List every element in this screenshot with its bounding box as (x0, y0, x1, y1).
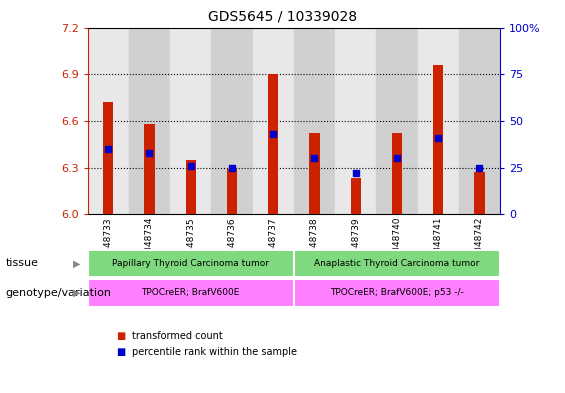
Bar (418, 28, 459, 214)
Bar (88, 250, 294, 277)
Text: ■: ■ (116, 347, 125, 357)
Bar (392, 133, 402, 214)
Text: ▶: ▶ (73, 288, 81, 298)
Bar (459, 28, 500, 214)
Bar (309, 133, 320, 214)
Text: Anaplastic Thyroid Carcinoma tumor: Anaplastic Thyroid Carcinoma tumor (314, 259, 480, 268)
Bar (294, 28, 335, 214)
Text: GDS5645 / 10339028: GDS5645 / 10339028 (208, 10, 357, 24)
Bar (227, 169, 237, 214)
Text: TPOCreER; BrafV600E; p53 -/-: TPOCreER; BrafV600E; p53 -/- (330, 288, 464, 297)
Bar (253, 28, 294, 214)
Bar (103, 102, 114, 214)
Bar (88, 28, 129, 214)
Text: genotype/variation: genotype/variation (6, 288, 112, 298)
Text: Papillary Thyroid Carcinoma tumor: Papillary Thyroid Carcinoma tumor (112, 259, 269, 268)
Bar (294, 279, 500, 307)
Text: ▶: ▶ (73, 258, 81, 268)
Bar (335, 28, 376, 214)
Bar (88, 279, 294, 307)
Bar (474, 172, 485, 214)
Text: percentile rank within the sample: percentile rank within the sample (132, 347, 297, 357)
Bar (144, 124, 155, 214)
Bar (350, 178, 361, 214)
Bar (129, 28, 170, 214)
Bar (211, 28, 253, 214)
Bar (433, 65, 444, 214)
Bar (268, 74, 279, 214)
Bar (170, 28, 211, 214)
Bar (185, 160, 196, 214)
Text: ■: ■ (116, 331, 125, 341)
Text: TPOCreER; BrafV600E: TPOCreER; BrafV600E (141, 288, 240, 297)
Bar (376, 28, 418, 214)
Text: tissue: tissue (6, 258, 38, 268)
Bar (294, 250, 500, 277)
Text: transformed count: transformed count (132, 331, 223, 341)
